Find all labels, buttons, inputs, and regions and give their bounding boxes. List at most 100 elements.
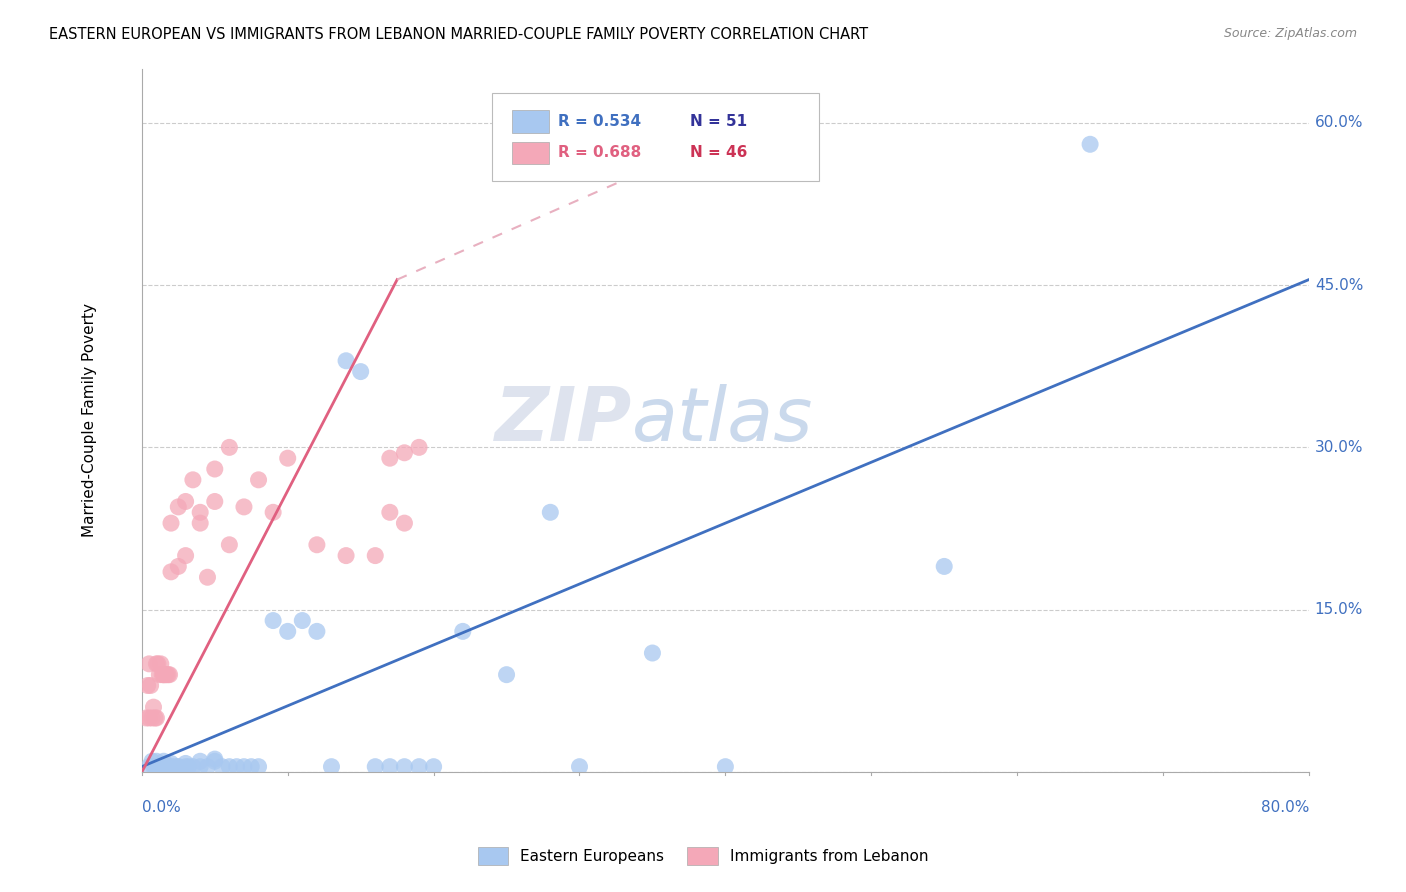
Point <box>142 700 165 714</box>
Point <box>145 754 167 768</box>
Point <box>277 451 299 466</box>
Point <box>305 538 328 552</box>
Point <box>139 678 162 692</box>
Text: 30.0%: 30.0% <box>1315 440 1364 455</box>
Text: N = 46: N = 46 <box>690 145 748 161</box>
Point <box>378 505 401 519</box>
Text: EASTERN EUROPEAN VS IMMIGRANTS FROM LEBANON MARRIED-COUPLE FAMILY POVERTY CORREL: EASTERN EUROPEAN VS IMMIGRANTS FROM LEBA… <box>49 27 869 42</box>
Point <box>495 667 517 681</box>
Point <box>204 462 226 476</box>
Text: atlas: atlas <box>633 384 814 457</box>
Point <box>174 549 197 563</box>
Point <box>188 754 211 768</box>
Point <box>350 365 373 379</box>
Point <box>451 624 474 639</box>
Text: Married-Couple Family Poverty: Married-Couple Family Poverty <box>82 303 97 537</box>
Point <box>218 760 240 774</box>
Point <box>135 711 157 725</box>
FancyBboxPatch shape <box>492 93 818 181</box>
Point <box>174 756 197 771</box>
Text: 0.0%: 0.0% <box>142 800 180 815</box>
Text: 15.0%: 15.0% <box>1315 602 1364 617</box>
Point <box>305 624 328 639</box>
Point <box>143 760 166 774</box>
Point <box>394 760 416 774</box>
Point <box>160 516 183 530</box>
Point <box>538 505 561 519</box>
Text: R = 0.534: R = 0.534 <box>558 114 641 128</box>
Point <box>146 657 169 671</box>
Point <box>225 760 247 774</box>
Point <box>394 516 416 530</box>
Point <box>218 441 240 455</box>
Point <box>568 760 591 774</box>
Point <box>262 614 284 628</box>
Point <box>177 760 200 774</box>
Point <box>167 500 190 514</box>
Point <box>160 760 183 774</box>
Text: 60.0%: 60.0% <box>1315 115 1364 130</box>
Point <box>143 711 166 725</box>
Point <box>394 446 416 460</box>
Point <box>174 494 197 508</box>
Point <box>157 667 180 681</box>
Point <box>159 667 181 681</box>
Point <box>204 494 226 508</box>
Point <box>364 549 387 563</box>
Point <box>157 760 180 774</box>
Point <box>174 760 197 774</box>
FancyBboxPatch shape <box>512 110 550 133</box>
Point <box>378 760 401 774</box>
Text: Source: ZipAtlas.com: Source: ZipAtlas.com <box>1223 27 1357 40</box>
Point <box>277 624 299 639</box>
Legend: Eastern Europeans, Immigrants from Lebanon: Eastern Europeans, Immigrants from Leban… <box>471 841 935 871</box>
Point <box>408 760 430 774</box>
Point <box>291 614 314 628</box>
Point <box>163 760 186 774</box>
Point <box>167 760 190 774</box>
Point <box>335 353 357 368</box>
Text: R = 0.688: R = 0.688 <box>558 145 641 161</box>
Point <box>211 760 233 774</box>
Point <box>142 760 165 774</box>
Point <box>422 760 444 774</box>
Point <box>167 760 190 774</box>
Point <box>181 760 204 774</box>
Point <box>1078 137 1101 152</box>
Text: N = 51: N = 51 <box>690 114 748 128</box>
Point <box>138 711 160 725</box>
Point <box>152 760 174 774</box>
Point <box>141 754 163 768</box>
Point <box>247 473 270 487</box>
Point <box>240 760 263 774</box>
Point <box>247 760 270 774</box>
Text: 45.0%: 45.0% <box>1315 277 1364 293</box>
Point <box>152 667 174 681</box>
Point <box>145 711 167 725</box>
Point <box>714 760 737 774</box>
Point <box>321 760 343 774</box>
Point <box>204 754 226 768</box>
Point <box>641 646 664 660</box>
Point <box>153 667 176 681</box>
Point <box>149 657 172 671</box>
Point <box>145 760 167 774</box>
Point <box>197 570 219 584</box>
Point <box>149 760 172 774</box>
Point <box>335 549 357 563</box>
Point <box>934 559 956 574</box>
Point <box>152 667 174 681</box>
Point <box>138 760 160 774</box>
Point <box>148 760 170 774</box>
Point <box>204 752 226 766</box>
Point <box>138 657 160 671</box>
Point <box>145 657 167 671</box>
Text: ZIP: ZIP <box>495 384 633 457</box>
Point <box>197 760 219 774</box>
Text: 80.0%: 80.0% <box>1261 800 1309 815</box>
Point <box>152 754 174 768</box>
Point <box>262 505 284 519</box>
FancyBboxPatch shape <box>512 142 550 164</box>
Point <box>181 473 204 487</box>
Point <box>160 756 183 771</box>
